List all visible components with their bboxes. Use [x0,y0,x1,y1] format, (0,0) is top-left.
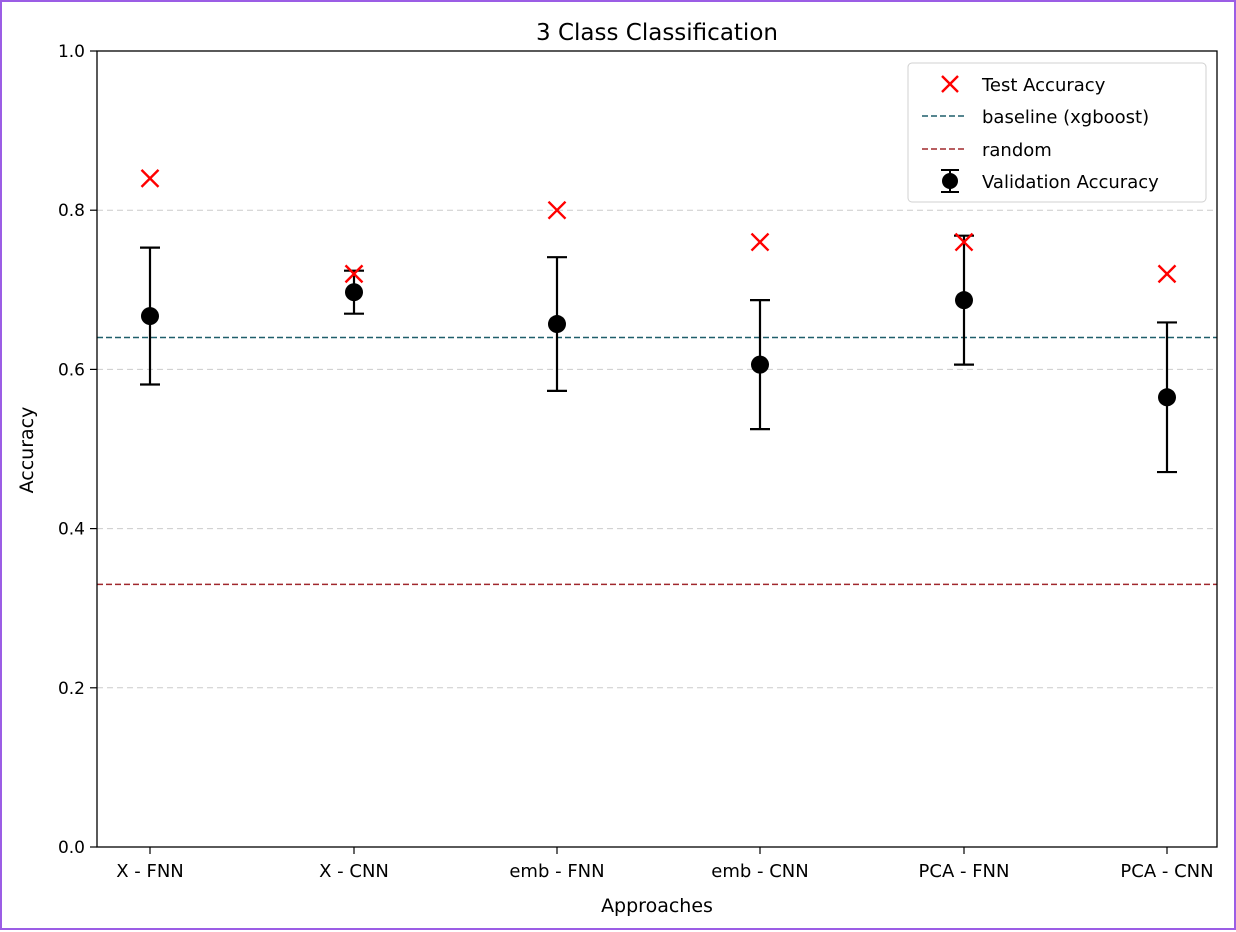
data-marks [140,169,1177,474]
validation-point [345,283,363,302]
test-point-stroke [750,232,770,252]
validation-point [1158,388,1176,407]
test-point-stroke [140,169,160,188]
x-tick-label: X - FNN [116,861,184,882]
y-tick-label: 0.2 [58,679,85,699]
test-point [750,232,770,252]
x-tick-label: emb - CNN [711,861,808,882]
chart-title: 3 Class Classification [536,20,778,46]
axis-ticks: 0.0 0.2 0.4 0.6 0.8 1.0 X - FNN X - CNN emb - FN… [58,42,1214,882]
y-tick-label: 0.8 [58,201,85,221]
x-axis-label: Approaches [601,895,713,917]
test-point-stroke [1157,264,1177,284]
legend: Test Accuracy baseline (xgboost) random Val… [907,62,1207,203]
legend-box [907,62,1207,203]
legend-label: random [982,140,1052,161]
x-tick-label: X - CNN [319,861,389,882]
legend-marker-stroke [941,75,959,93]
reference-lines [97,336,1217,586]
x-tick-label: PCA - FNN [919,861,1010,882]
plot-area-border [96,50,1218,848]
legend-label: baseline (xgboost) [982,107,1149,128]
test-point-stroke [547,200,567,220]
legend-label: Validation Accuracy [982,172,1159,193]
legend-marker-dot [942,173,958,189]
y-axis-label: Accuracy [16,407,38,494]
x-tick-label: emb - FNN [509,861,604,882]
test-point-stroke [344,264,364,284]
validation-point [751,355,769,374]
legend-marker-validation [941,169,959,193]
test-point [1157,264,1177,284]
x-tick-label: PCA - CNN [1120,861,1213,882]
test-point [140,169,160,188]
validation-point [548,315,566,334]
y-tick-label: 0.6 [58,360,85,380]
legend-marker-test [941,75,959,93]
legend-label: Test Accuracy [981,75,1106,96]
y-tick-label: 0.4 [58,520,85,540]
test-point [954,232,974,252]
validation-point [141,307,159,326]
test-point-stroke [954,232,974,252]
test-point [547,200,567,220]
test-point [344,264,364,284]
grid-lines [97,209,1217,689]
y-tick-label: 1.0 [58,42,85,62]
y-tick-label: 0.0 [58,838,85,858]
validation-point [955,291,973,310]
